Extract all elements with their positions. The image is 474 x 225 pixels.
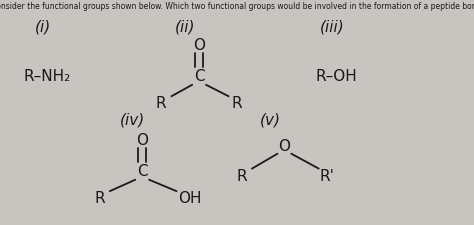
Text: R: R <box>156 96 166 111</box>
Text: (iv): (iv) <box>120 112 146 127</box>
Text: O: O <box>278 139 291 154</box>
Text: O: O <box>193 38 205 52</box>
Text: R–OH: R–OH <box>316 69 357 84</box>
Text: (iii): (iii) <box>319 20 344 34</box>
Text: R: R <box>94 191 105 205</box>
Text: R–NH₂: R–NH₂ <box>24 69 71 84</box>
Text: O: O <box>136 132 148 147</box>
Text: R': R' <box>319 168 335 183</box>
Text: Consider the functional groups shown below. Which two functional groups would be: Consider the functional groups shown bel… <box>0 2 474 11</box>
Text: (ii): (ii) <box>174 20 195 34</box>
Text: C: C <box>194 69 204 84</box>
Text: R: R <box>232 96 242 111</box>
Text: R: R <box>237 168 247 183</box>
Text: (v): (v) <box>260 112 281 127</box>
Text: (i): (i) <box>35 20 51 34</box>
Text: OH: OH <box>178 191 201 205</box>
Text: C: C <box>137 164 147 178</box>
